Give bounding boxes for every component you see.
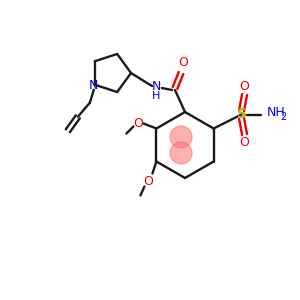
Circle shape [170,142,192,164]
Text: N: N [89,79,98,92]
Text: O: O [178,56,188,70]
Circle shape [170,126,192,148]
Text: O: O [240,80,250,93]
Text: N: N [151,80,161,92]
Text: O: O [143,175,153,188]
Text: O: O [240,136,250,149]
Text: H: H [152,91,160,101]
Text: NH: NH [267,106,285,119]
Text: S: S [237,107,247,122]
Text: 2: 2 [280,112,287,122]
Text: O: O [134,117,143,130]
